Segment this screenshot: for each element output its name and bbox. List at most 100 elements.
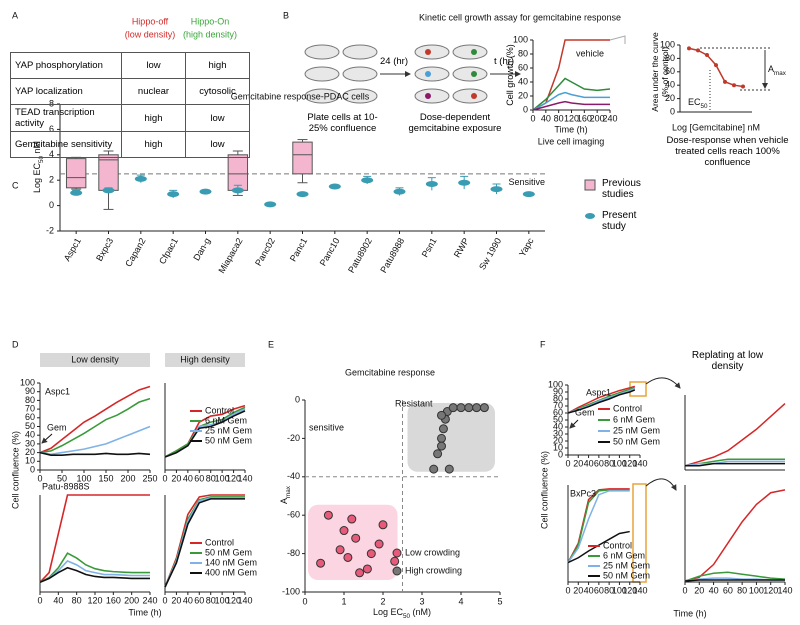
y-tick-label: 80 <box>665 53 675 63</box>
x-tick-label: Yapc <box>517 236 536 259</box>
header-bar <box>40 353 150 367</box>
scatter-point <box>374 539 384 549</box>
y-tick-label: 80 <box>25 395 35 405</box>
y-tick-label: 10 <box>553 442 563 452</box>
column-title: Hippo-On <box>191 16 230 26</box>
y-tick-label: -20 <box>287 433 300 443</box>
x-tick-label: RWP <box>452 236 471 259</box>
y-tick-label: 0 <box>49 200 54 210</box>
y-axis-label-part: 50 <box>38 155 45 163</box>
x-tick-label: 40 <box>53 595 63 605</box>
legend-label: Low crowding <box>405 547 460 557</box>
reference-label: Sensitive <box>508 177 545 187</box>
series-line <box>39 560 150 584</box>
x-axis-label: Log EC50 (nM) <box>373 607 431 620</box>
plot-label: Aspc1 <box>586 387 611 397</box>
table-cell: YAP phosphorylation <box>10 52 122 79</box>
region-label: sensitive <box>309 422 344 432</box>
scatter-point <box>335 545 345 555</box>
caption: Dose-response when vehicle treated cells… <box>666 135 789 168</box>
y-axis-label: Amax <box>279 485 292 504</box>
y-tick-label: 0 <box>670 106 675 116</box>
ec50-label-part: EC <box>688 97 701 107</box>
table-row: YAP phosphorylation low high <box>10 52 250 79</box>
scatter-point <box>339 526 349 536</box>
panel-header: High density <box>180 354 230 364</box>
box <box>292 141 313 175</box>
x-tick-label: 1 <box>341 596 346 606</box>
series-line <box>684 579 785 582</box>
column-title: Hippo-off <box>132 16 169 26</box>
step-text: Plate cells at 10-25% confluence <box>307 112 378 134</box>
x-tick-label: 140 <box>632 585 647 595</box>
sensitive-region <box>308 504 398 580</box>
x-tick-label: 100 <box>215 595 230 605</box>
x-tick-label: 60 <box>194 595 204 605</box>
legend-label: 400 nM Gem <box>205 567 257 577</box>
x-tick-label: 120 <box>226 595 241 605</box>
table-cell: high <box>121 131 186 158</box>
y-axis-label-part: A <box>279 498 289 504</box>
resistant-region <box>407 403 495 472</box>
gem-label: Gem <box>47 422 67 432</box>
x-tick-label: 5 <box>497 596 502 606</box>
legend-label: 50 nM Gem <box>603 570 650 580</box>
present-point <box>296 191 309 198</box>
plates <box>304 44 488 104</box>
y-tick-label: 70 <box>25 403 35 413</box>
x-tick-label: 40 <box>584 585 594 595</box>
table-cell: low <box>185 104 250 132</box>
x-tick-label: 200 <box>120 473 135 483</box>
present-point <box>199 188 212 195</box>
x-tick-label: Patu8988 <box>378 236 406 274</box>
scatter-point <box>472 403 482 413</box>
amax-label-part: max <box>774 70 787 77</box>
series-line <box>39 385 151 454</box>
present-point <box>522 191 535 198</box>
x-tick-label: 4 <box>458 596 463 606</box>
x-axis-label: Time (h) <box>128 607 161 617</box>
panel-letter: F <box>540 339 546 349</box>
y-tick-label: -100 <box>282 586 300 596</box>
x-tick-label: 140 <box>632 458 647 468</box>
y-tick-label: -60 <box>287 510 300 520</box>
present-point <box>70 189 83 196</box>
scatter-point <box>355 568 365 578</box>
x-tick-label: Capan2 <box>123 236 147 268</box>
table-cell: high <box>121 104 186 132</box>
y-axis-label: Area under the curve (% of control) <box>650 32 670 112</box>
legend-label: Control <box>205 405 234 415</box>
legend-label: Present study <box>602 210 637 232</box>
y-tick-label: 10 <box>25 456 35 466</box>
arrow <box>645 478 677 491</box>
y-tick-label: 0 <box>558 449 563 459</box>
scatter-point <box>456 403 466 413</box>
gem-label: Gem <box>575 407 595 417</box>
legend-label: Control <box>205 537 234 547</box>
scatter-point <box>347 514 357 524</box>
x-axis-label-part: (nM) <box>410 607 431 617</box>
dose-point <box>705 53 709 58</box>
x-tick-label: 80 <box>554 113 564 123</box>
x-tick-label: Miapaca2 <box>216 236 244 275</box>
scatter-point <box>366 549 376 559</box>
ec50-label-part: 50 <box>701 103 709 110</box>
y-tick-label: 90 <box>553 386 563 396</box>
x-tick-label: 0 <box>162 473 167 483</box>
x-tick-label: 0 <box>302 596 307 606</box>
x-tick-label: 0 <box>565 585 570 595</box>
series-line <box>684 458 785 467</box>
series-line <box>39 552 150 584</box>
x-axis-label-part: 50 <box>403 613 411 620</box>
x-tick-label: 60 <box>594 458 604 468</box>
y-tick-label: 20 <box>518 90 528 100</box>
present-point <box>425 181 438 188</box>
present-point <box>361 177 374 184</box>
column-subtitle: (high density) <box>183 29 237 39</box>
legend-label: Previous studies <box>602 178 641 200</box>
series-line <box>567 389 636 414</box>
legend-label: 6 nM Gem <box>205 415 247 425</box>
x-tick-label: 240 <box>602 113 617 123</box>
x-tick-label: 40 <box>584 458 594 468</box>
